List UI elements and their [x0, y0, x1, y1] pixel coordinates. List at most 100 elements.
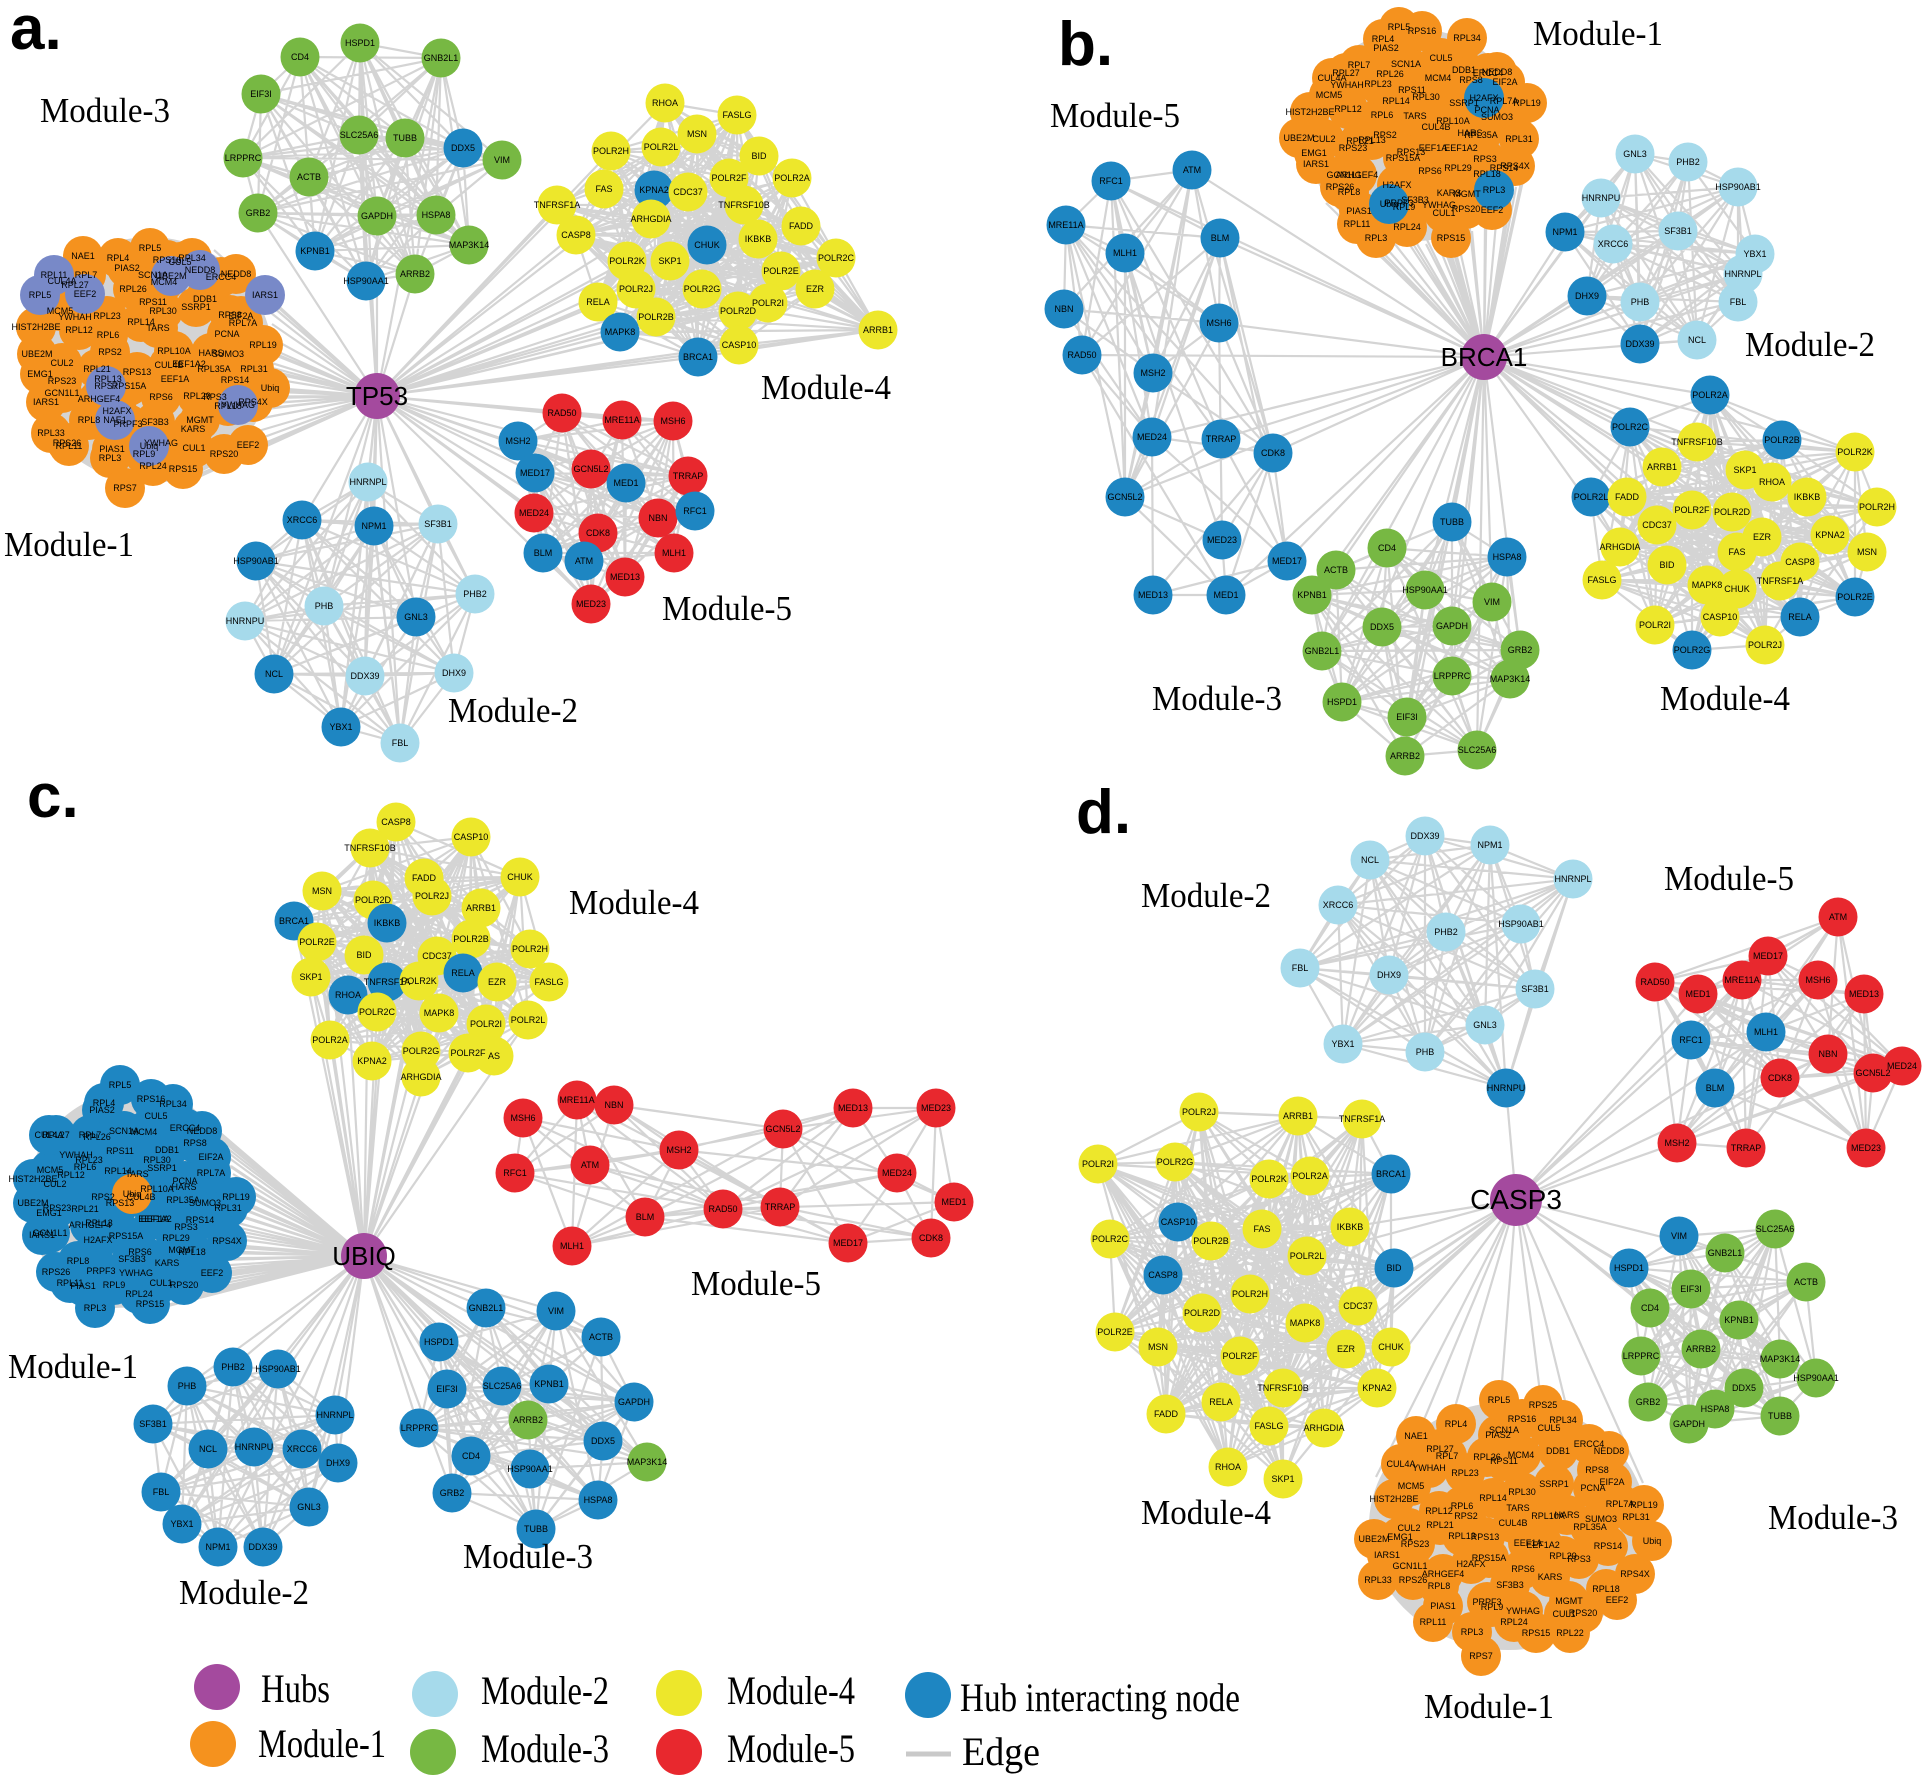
svg-text:ARHGDIA: ARHGDIA [400, 1072, 441, 1082]
svg-text:RPS2: RPS2 [1373, 130, 1397, 140]
svg-text:MED13: MED13 [1138, 590, 1168, 600]
svg-text:RPL14: RPL14 [1479, 1493, 1507, 1503]
svg-text:RPL26: RPL26 [1473, 1452, 1501, 1462]
svg-text:ARHGEF4: ARHGEF4 [78, 394, 121, 404]
svg-text:POLR2B: POLR2B [1764, 435, 1800, 445]
svg-text:MRE11A: MRE11A [604, 415, 639, 425]
svg-text:ACTB: ACTB [1324, 565, 1348, 575]
svg-text:POLR2J: POLR2J [1748, 640, 1782, 650]
svg-text:CUL5: CUL5 [1429, 53, 1452, 63]
svg-text:H2AFX: H2AFX [1382, 180, 1411, 190]
svg-text:CASP8: CASP8 [1785, 557, 1815, 567]
svg-text:RPL34: RPL34 [159, 1099, 187, 1109]
svg-text:SSRP1: SSRP1 [181, 302, 211, 312]
svg-text:RPL12: RPL12 [65, 325, 93, 335]
svg-text:c.: c. [27, 762, 79, 831]
svg-text:KPNB1: KPNB1 [1297, 590, 1327, 600]
svg-text:RPL35A: RPL35A [166, 1195, 200, 1205]
svg-text:DDB1: DDB1 [155, 1145, 179, 1155]
svg-text:SCN1A: SCN1A [1489, 1425, 1519, 1435]
svg-text:Module-2: Module-2 [481, 1668, 609, 1713]
svg-text:MGMT: MGMT [1453, 189, 1481, 199]
svg-text:KPNA2: KPNA2 [1362, 1383, 1392, 1393]
svg-text:RAD50: RAD50 [1067, 350, 1096, 360]
svg-text:RPL7A: RPL7A [229, 318, 258, 328]
svg-text:RPL10A: RPL10A [1531, 1511, 1565, 1521]
svg-text:HSPA8: HSPA8 [1493, 552, 1522, 562]
svg-text:RHOA: RHOA [1759, 477, 1785, 487]
svg-text:ARHGDIA: ARHGDIA [630, 214, 671, 224]
svg-text:RPL5: RPL5 [109, 1080, 132, 1090]
svg-text:RPS20: RPS20 [1569, 1608, 1598, 1618]
svg-text:NBN: NBN [648, 513, 667, 523]
svg-text:KPNB1: KPNB1 [1724, 1315, 1754, 1325]
svg-text:POLR2H: POLR2H [1859, 502, 1895, 512]
svg-text:RPS7: RPS7 [113, 483, 137, 493]
svg-text:DDX5: DDX5 [591, 1436, 615, 1446]
svg-text:Module-3: Module-3 [1768, 1498, 1898, 1537]
svg-text:H2AFX: H2AFX [83, 1235, 112, 1245]
svg-text:SKP1: SKP1 [1271, 1474, 1294, 1484]
svg-text:ARHGEF4: ARHGEF4 [1422, 1569, 1465, 1579]
svg-text:RPL10A: RPL10A [1436, 116, 1470, 126]
svg-text:SF3B3: SF3B3 [141, 417, 169, 427]
svg-text:RPL31: RPL31 [214, 1203, 242, 1213]
svg-text:CUL4A: CUL4A [34, 1130, 63, 1140]
svg-text:NEDD8: NEDD8 [221, 269, 252, 279]
svg-text:POLR2A: POLR2A [1292, 1171, 1328, 1181]
svg-text:YWHAG: YWHAG [1422, 200, 1456, 210]
svg-text:MCM5: MCM5 [1398, 1481, 1425, 1491]
svg-text:POLR2L: POLR2L [1290, 1251, 1325, 1261]
svg-text:RPS25: RPS25 [1529, 1400, 1558, 1410]
svg-text:LRPPRC: LRPPRC [1623, 1351, 1660, 1361]
svg-text:RPL30: RPL30 [149, 306, 177, 316]
svg-text:ARRB2: ARRB2 [513, 1415, 543, 1425]
svg-text:TNFRSF1A: TNFRSF1A [1339, 1114, 1386, 1124]
svg-text:ATM: ATM [1829, 912, 1847, 922]
svg-text:RPL29: RPL29 [1549, 1551, 1577, 1561]
svg-text:RPL24: RPL24 [1500, 1617, 1528, 1627]
svg-text:YBX1: YBX1 [170, 1519, 193, 1529]
svg-text:ERCC4: ERCC4 [1574, 1439, 1605, 1449]
svg-text:RPL23: RPL23 [1451, 1468, 1479, 1478]
svg-text:RPL31: RPL31 [240, 364, 268, 374]
svg-text:RPL27: RPL27 [61, 280, 89, 290]
svg-text:RAD50: RAD50 [1640, 977, 1669, 987]
svg-text:YWHAH: YWHAH [1330, 80, 1364, 90]
svg-text:POLR2J: POLR2J [1182, 1107, 1216, 1117]
svg-text:FASLG: FASLG [1254, 1421, 1283, 1431]
svg-text:RPS15A: RPS15A [109, 1231, 144, 1241]
svg-text:PRPF3: PRPF3 [86, 1266, 115, 1276]
svg-text:KPNB1: KPNB1 [300, 246, 330, 256]
svg-text:RPL35A: RPL35A [197, 364, 231, 374]
svg-text:RPL33: RPL33 [1364, 1575, 1392, 1585]
svg-text:RPS15: RPS15 [1437, 233, 1466, 243]
svg-text:Ubiq: Ubiq [261, 383, 280, 393]
svg-text:NBN: NBN [1054, 304, 1073, 314]
svg-text:RPS16: RPS16 [137, 1094, 166, 1104]
svg-text:POLR2H: POLR2H [1232, 1289, 1268, 1299]
svg-text:MGMT: MGMT [1555, 1596, 1583, 1606]
svg-text:MSH2: MSH2 [1140, 368, 1165, 378]
svg-text:NCL: NCL [265, 669, 283, 679]
svg-text:IKBKB: IKBKB [745, 234, 772, 244]
svg-text:RPL27: RPL27 [1426, 1444, 1454, 1454]
svg-text:RPL27: RPL27 [42, 1130, 70, 1140]
svg-text:DDX39: DDX39 [350, 671, 379, 681]
svg-text:Module-3: Module-3 [1152, 679, 1282, 718]
svg-text:MCM4: MCM4 [1508, 1450, 1535, 1460]
svg-text:RHOA: RHOA [1215, 1462, 1241, 1472]
svg-text:KARS: KARS [181, 424, 206, 434]
svg-text:SSRP1: SSRP1 [1449, 98, 1479, 108]
svg-text:EEF2: EEF2 [74, 289, 97, 299]
svg-text:GAPDH: GAPDH [1673, 1419, 1705, 1429]
svg-text:RPL10A: RPL10A [140, 1184, 174, 1194]
svg-text:PHB: PHB [315, 601, 334, 611]
svg-text:RPS15: RPS15 [1522, 1628, 1551, 1638]
svg-text:RPS4X: RPS4X [1620, 1569, 1650, 1579]
svg-text:POLR2A: POLR2A [1692, 390, 1728, 400]
svg-text:MRE11A: MRE11A [1048, 220, 1083, 230]
svg-text:FBL: FBL [392, 738, 409, 748]
svg-text:YWHAG: YWHAG [119, 1268, 153, 1278]
svg-text:CDK8: CDK8 [586, 528, 610, 538]
